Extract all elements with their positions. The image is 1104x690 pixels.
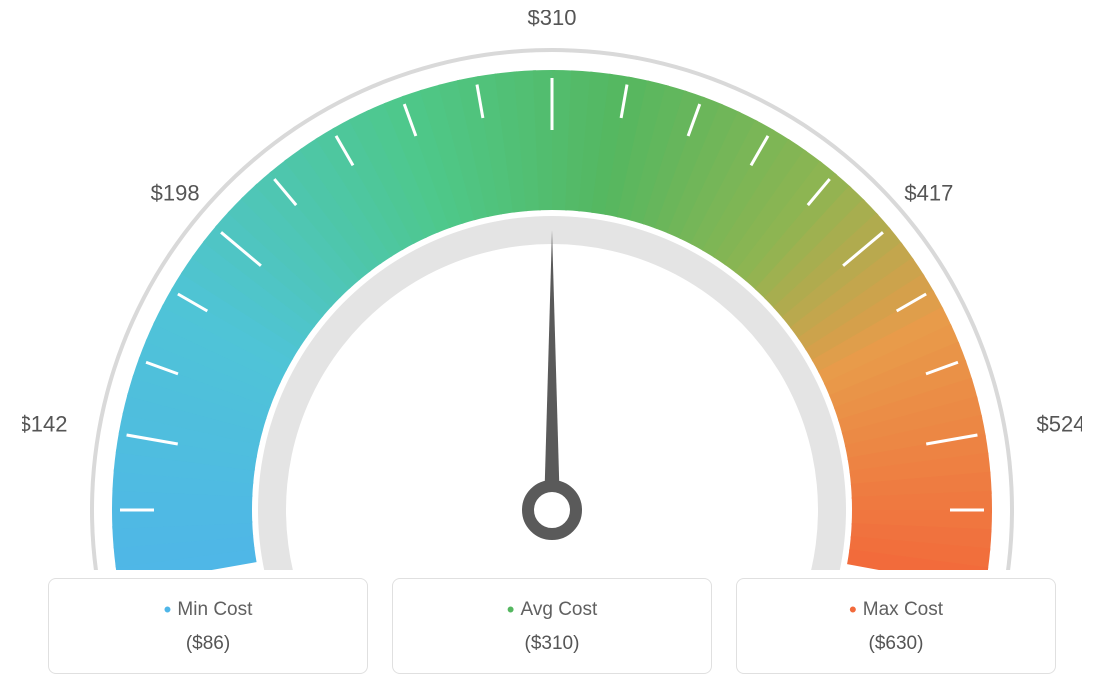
gauge-chart: $86$142$198$310$417$524$630 bbox=[0, 0, 1104, 570]
svg-text:$198: $198 bbox=[151, 181, 200, 206]
legend-min-label: Min Cost bbox=[61, 597, 355, 623]
svg-text:$310: $310 bbox=[528, 10, 577, 30]
legend-card-min: Min Cost ($86) bbox=[48, 578, 368, 674]
legend-avg-label: Avg Cost bbox=[405, 597, 699, 623]
legend-row: Min Cost ($86) Avg Cost ($310) Max Cost … bbox=[0, 578, 1104, 674]
svg-text:$524: $524 bbox=[1037, 412, 1082, 437]
legend-avg-value: ($310) bbox=[405, 633, 699, 655]
legend-max-label: Max Cost bbox=[749, 597, 1043, 623]
legend-card-max: Max Cost ($630) bbox=[736, 578, 1056, 674]
svg-text:$142: $142 bbox=[22, 412, 67, 437]
svg-text:$417: $417 bbox=[904, 181, 953, 206]
legend-card-avg: Avg Cost ($310) bbox=[392, 578, 712, 674]
legend-max-value: ($630) bbox=[749, 633, 1043, 655]
gauge-svg: $86$142$198$310$417$524$630 bbox=[22, 10, 1082, 570]
legend-min-value: ($86) bbox=[61, 633, 355, 655]
